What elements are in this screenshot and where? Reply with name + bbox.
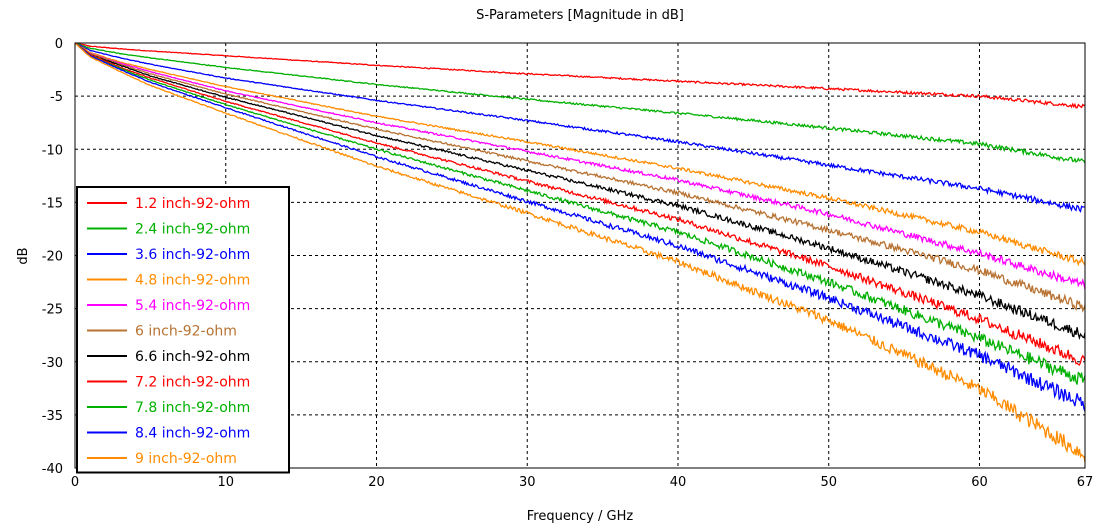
y-tick-label: -5 bbox=[50, 90, 63, 105]
legend-entry: 7.2 inch-92-ohm bbox=[135, 375, 250, 391]
y-tick-label: 0 bbox=[55, 37, 63, 52]
x-tick-label: 20 bbox=[368, 475, 385, 490]
y-tick-label: -20 bbox=[42, 250, 63, 265]
legend-entry: 5.4 inch-92-ohm bbox=[135, 298, 250, 314]
y-tick-label: -30 bbox=[42, 356, 63, 371]
series-line bbox=[74, 42, 1086, 164]
x-tick-label: 67 bbox=[1077, 475, 1094, 490]
x-tick-label: 0 bbox=[71, 475, 79, 490]
series-line bbox=[74, 42, 1086, 290]
series-line bbox=[74, 42, 1086, 109]
legend: 1.2 inch-92-ohm 2.4 inch-92-ohm 3.6 inch-9… bbox=[76, 186, 290, 474]
y-tick-label: -10 bbox=[42, 143, 63, 158]
legend-entry: 4.8 inch-92-ohm bbox=[135, 273, 250, 289]
legend-entry: 6 inch-92-ohm bbox=[135, 324, 237, 340]
x-tick-label: 40 bbox=[670, 475, 687, 490]
series-line bbox=[74, 42, 1086, 412]
legend-entry: 1.2 inch-92-ohm bbox=[135, 196, 250, 212]
y-tick-label: -15 bbox=[42, 196, 63, 211]
x-tick-label: 30 bbox=[519, 475, 536, 490]
series-line bbox=[74, 42, 1086, 341]
legend-entry: 6.6 inch-92-ohm bbox=[135, 349, 250, 365]
y-tick-label: -25 bbox=[42, 303, 63, 318]
plot-area bbox=[74, 42, 1086, 469]
x-tick-label: 60 bbox=[971, 475, 988, 490]
x-tick-label: 10 bbox=[217, 475, 234, 490]
series-line bbox=[74, 42, 1086, 463]
legend-entry: 8.4 inch-92-ohm bbox=[135, 426, 250, 442]
series-line bbox=[74, 42, 1086, 385]
series-line bbox=[74, 42, 1086, 366]
chart-title: S-Parameters [Magnitude in dB] bbox=[476, 8, 684, 23]
y-axis-label: dB bbox=[16, 247, 31, 264]
x-tick-label: 50 bbox=[820, 475, 837, 490]
legend-entry: 3.6 inch-92-ohm bbox=[135, 247, 250, 263]
series-line bbox=[74, 42, 1086, 313]
y-tick-label: -35 bbox=[42, 409, 63, 424]
legend-entry: 2.4 inch-92-ohm bbox=[135, 222, 250, 238]
x-axis-label: Frequency / GHz bbox=[527, 509, 634, 524]
legend-entry: 9 inch-92-ohm bbox=[135, 451, 237, 467]
series-line bbox=[74, 42, 1086, 213]
series-line bbox=[74, 42, 1086, 267]
legend-entry: 7.8 inch-92-ohm bbox=[135, 400, 250, 416]
series-layer bbox=[74, 42, 1086, 463]
tick-labels: 0 10 20 30 40 50 60 67 0 -5 -10 -15 -20 -25 -30 -35 -40 bbox=[42, 37, 1094, 490]
y-tick-label: -40 bbox=[42, 462, 63, 477]
